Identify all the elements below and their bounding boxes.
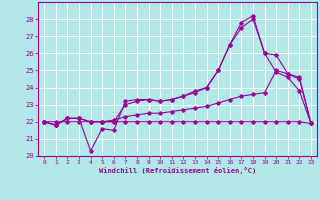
X-axis label: Windchill (Refroidissement éolien,°C): Windchill (Refroidissement éolien,°C) — [99, 167, 256, 174]
